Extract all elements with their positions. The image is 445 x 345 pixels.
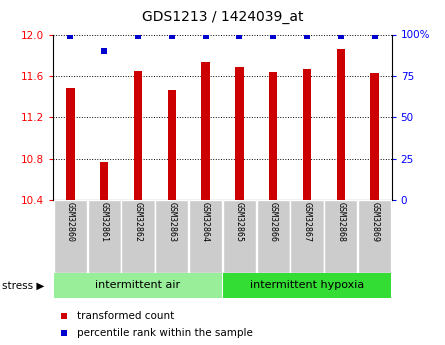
Bar bbox=[155, 200, 188, 273]
Bar bbox=[223, 200, 256, 273]
Text: GSM32864: GSM32864 bbox=[201, 202, 210, 242]
Text: GSM32866: GSM32866 bbox=[269, 202, 278, 242]
Text: GSM32863: GSM32863 bbox=[167, 202, 176, 242]
Bar bbox=[54, 273, 222, 298]
Bar bbox=[337, 49, 345, 200]
Text: percentile rank within the sample: percentile rank within the sample bbox=[77, 328, 253, 338]
Bar bbox=[223, 273, 391, 298]
Bar bbox=[358, 200, 391, 273]
Text: GSM32867: GSM32867 bbox=[303, 202, 312, 242]
Bar bbox=[202, 62, 210, 200]
Text: intermittent hypoxia: intermittent hypoxia bbox=[250, 280, 364, 290]
Bar bbox=[371, 73, 379, 200]
Bar bbox=[189, 200, 222, 273]
Bar bbox=[291, 200, 324, 273]
Text: GSM32861: GSM32861 bbox=[100, 202, 109, 242]
Bar bbox=[257, 200, 290, 273]
Text: GSM32860: GSM32860 bbox=[66, 202, 75, 242]
Text: GSM32869: GSM32869 bbox=[370, 202, 379, 242]
Bar bbox=[303, 69, 312, 200]
Text: transformed count: transformed count bbox=[77, 311, 174, 321]
Text: GSM32862: GSM32862 bbox=[134, 202, 142, 242]
Bar bbox=[54, 200, 87, 273]
Text: intermittent air: intermittent air bbox=[95, 280, 181, 290]
Text: GDS1213 / 1424039_at: GDS1213 / 1424039_at bbox=[142, 10, 303, 24]
Bar bbox=[88, 200, 121, 273]
Text: GSM32865: GSM32865 bbox=[235, 202, 244, 242]
Text: GSM32868: GSM32868 bbox=[336, 202, 345, 242]
Bar bbox=[66, 88, 75, 200]
Text: stress ▶: stress ▶ bbox=[2, 280, 44, 290]
Bar bbox=[168, 90, 176, 200]
Bar bbox=[100, 162, 109, 200]
Bar bbox=[269, 72, 278, 200]
Bar bbox=[324, 200, 357, 273]
Bar bbox=[235, 67, 244, 200]
Bar bbox=[121, 200, 154, 273]
Bar bbox=[134, 71, 142, 200]
